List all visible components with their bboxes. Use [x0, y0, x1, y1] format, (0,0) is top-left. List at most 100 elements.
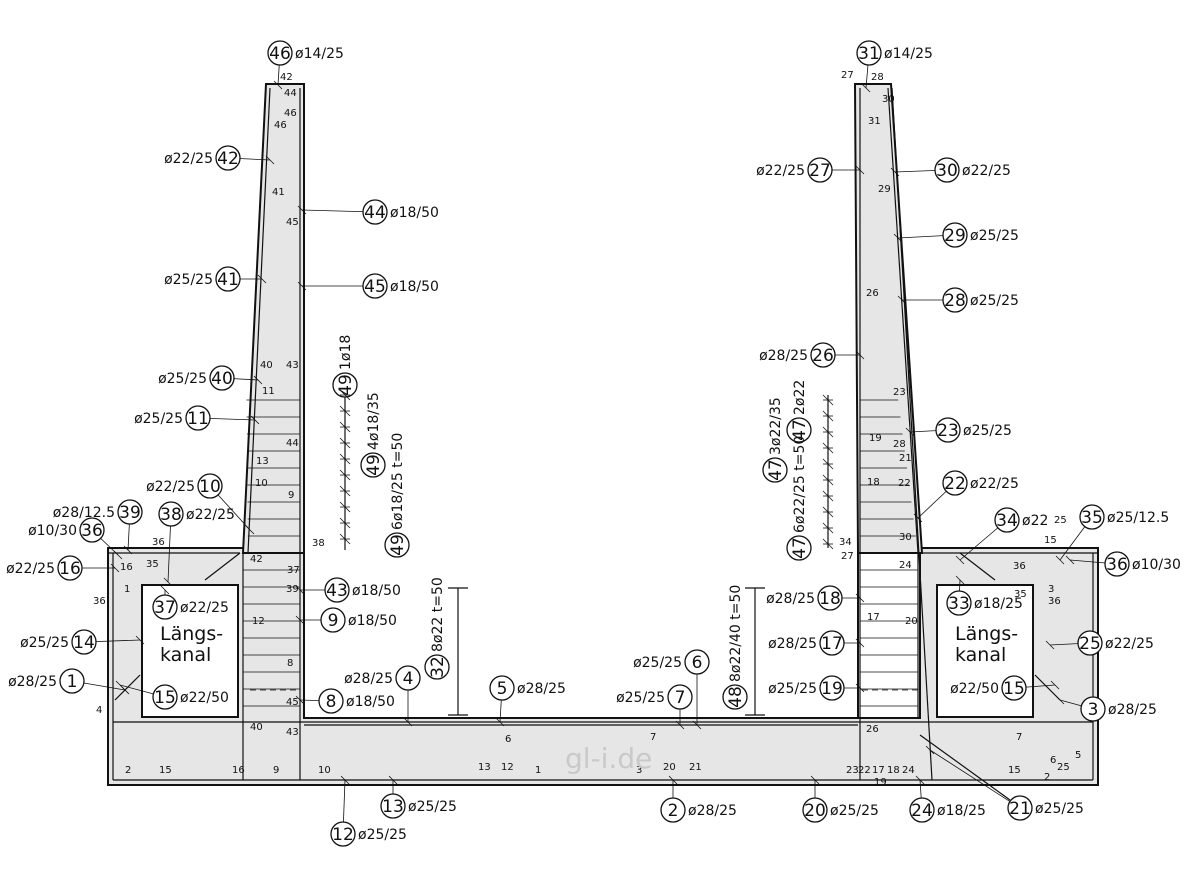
callout-number: 47 — [790, 537, 810, 559]
callout-circle — [810, 342, 836, 368]
callout-number: 3 — [1088, 700, 1099, 720]
callout-number: 45 — [364, 277, 386, 297]
bar-mark-m39: 39 — [286, 584, 299, 595]
bar-tick — [913, 513, 923, 523]
callout-label: ø25/25 — [970, 228, 1019, 244]
callout-label: ø10/30 — [28, 523, 77, 539]
vertical-callout-v48: 48 8ø22/40 t=50 — [722, 585, 748, 710]
callout-number: 4 — [403, 669, 414, 689]
callout-c3: 3 ø28/25 — [1055, 695, 1157, 722]
bar-tick — [855, 165, 865, 175]
callout-c20: 20 ø25/25 — [802, 775, 879, 823]
callout-circle — [324, 577, 350, 603]
bar-tick — [915, 775, 925, 785]
callout-c28: 28 ø25/25 — [897, 287, 1019, 313]
bar-mark-m36b: 36 — [93, 596, 106, 607]
bar-mark-m18b: 18 — [887, 765, 900, 776]
callout-circle — [79, 517, 105, 543]
callout-number: 17 — [821, 634, 843, 654]
bar-tick — [163, 577, 173, 587]
bar-mark-m42b: 42 — [250, 554, 263, 565]
callout-circle — [267, 40, 293, 66]
callout-number: 5 — [497, 679, 508, 699]
left-channel-label-1: Längs- — [160, 623, 223, 645]
callout-label: ø10/30 — [1132, 557, 1181, 573]
bar-mark-m30: 30 — [882, 94, 895, 105]
bar-mark-m29: 29 — [878, 184, 891, 195]
callout-label: ø22/25 — [164, 151, 213, 167]
callout-label: ø25/25 — [963, 423, 1012, 439]
bar-mark-m7: 7 — [650, 732, 656, 743]
callout-label: ø25/25 — [830, 803, 879, 819]
callout-label: ø22/25 — [6, 561, 55, 577]
callout-label: ø14/25 — [295, 46, 344, 62]
callout-c9: 9 ø18/50 — [295, 607, 397, 633]
callout-label: ø25/25 — [768, 681, 817, 697]
bar-tick — [403, 717, 413, 727]
callout-number: 30 — [936, 161, 958, 181]
bar-mark-m9b: 9 — [273, 765, 279, 776]
bar-tick — [861, 83, 871, 93]
bar-tick — [110, 563, 120, 573]
bar-mark-m34: 34 — [839, 537, 852, 548]
callout-label: 2ø22 — [792, 380, 808, 415]
bar-tick — [250, 415, 260, 425]
callout-number: 35 — [1081, 508, 1103, 528]
bar-tick — [273, 80, 283, 90]
callout-number: 21 — [1009, 799, 1031, 819]
callout-circle — [667, 684, 693, 710]
callout-number: 22 — [944, 474, 966, 494]
callout-label: ø22/25 — [1105, 636, 1154, 652]
bar-tick — [955, 555, 965, 565]
left-channel-label-2: kanal — [160, 644, 211, 666]
bar-tick — [1065, 555, 1075, 565]
callout-circle — [1079, 504, 1105, 530]
callout-circle — [197, 473, 223, 499]
callout-circle — [856, 40, 882, 66]
callout-c43: 43 ø18/50 — [295, 577, 401, 603]
bar-mark-m13b: 13 — [478, 762, 491, 773]
callout-circle — [332, 372, 358, 398]
callout-c33: 33 ø18/25 — [946, 575, 1023, 616]
callout-c45: 45 ø18/50 — [297, 273, 439, 299]
bar-tick — [295, 695, 305, 705]
bar-mark-m38: 38 — [312, 538, 325, 549]
callout-c29: 29 ø25/25 — [893, 222, 1019, 248]
callout-circle — [994, 507, 1020, 533]
callout-circle — [684, 649, 710, 675]
bar-mark-m24b: 24 — [902, 765, 915, 776]
callout-number: 36 — [81, 521, 103, 541]
callout-circle — [152, 684, 178, 710]
bar-mark-m10: 10 — [255, 478, 268, 489]
bar-mark-m27: 27 — [841, 70, 854, 81]
callout-label: ø22/25 — [756, 163, 805, 179]
callout-number: 27 — [809, 161, 831, 181]
vertical-callout-v47b: 47 3ø22/35 — [762, 397, 788, 483]
callout-label: ø25/25 — [408, 799, 457, 815]
bar-tick — [123, 545, 133, 555]
bar-mark-m28: 28 — [871, 72, 884, 83]
bar-mark-m12b: 12 — [501, 762, 514, 773]
callout-label: ø18/50 — [346, 694, 395, 710]
callout-circle — [942, 222, 968, 248]
callout-c38: 38 ø22/25 — [158, 501, 235, 587]
bar-tick — [1055, 555, 1065, 565]
bar-mark-m1: 1 — [124, 584, 130, 595]
bar-mark-m31: 31 — [868, 116, 881, 127]
callout-label: ø25/25 — [158, 371, 207, 387]
callout-number: 28 — [944, 291, 966, 311]
callout-c44: 44 ø18/50 — [297, 199, 439, 225]
callout-circle — [786, 535, 812, 561]
bar-mark-m19b: 19 — [874, 777, 887, 788]
callout-label: 8ø22/40 t=50 — [728, 585, 744, 682]
bar-mark-m3: 3 — [636, 765, 642, 776]
bar-tick — [388, 775, 398, 785]
callout-circle — [152, 594, 178, 620]
callout-circle — [209, 365, 235, 391]
